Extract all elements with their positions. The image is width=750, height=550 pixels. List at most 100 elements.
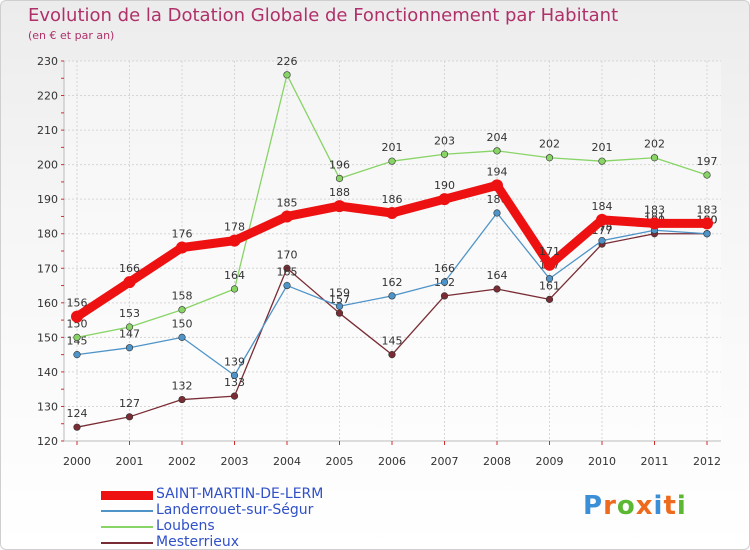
data-point	[71, 310, 83, 323]
legend-item: SAINT-MARTIN-DE-LERM	[101, 486, 361, 503]
data-label: 190	[434, 179, 455, 192]
data-point	[493, 209, 501, 217]
x-tick-label: 2004	[273, 455, 301, 468]
data-label: 183	[644, 203, 665, 216]
data-point	[701, 217, 713, 230]
data-point	[648, 217, 661, 230]
data-point	[543, 258, 556, 271]
data-label: 226	[277, 55, 298, 68]
y-tick-label: 180	[37, 228, 58, 241]
data-label: 150	[67, 317, 88, 330]
data-point	[440, 150, 449, 158]
data-label: 164	[487, 269, 508, 282]
y-tick-label: 220	[37, 90, 58, 103]
y-tick-label: 190	[37, 193, 58, 206]
data-label: 203	[434, 134, 455, 147]
data-label: 153	[119, 307, 140, 320]
data-point	[230, 285, 239, 293]
proxiti-logo: Proxiti	[583, 491, 687, 521]
data-point	[703, 230, 711, 238]
x-tick-label: 2008	[483, 455, 511, 468]
data-point	[598, 157, 606, 165]
data-point	[283, 281, 291, 290]
legend-label: Mesterrieux	[156, 534, 240, 550]
x-tick-label: 2002	[168, 455, 196, 468]
data-point	[281, 210, 293, 223]
data-label: 147	[119, 328, 140, 341]
x-tick-label: 2001	[116, 455, 144, 468]
data-label: 156	[67, 297, 88, 310]
data-point	[230, 392, 239, 400]
x-tick-label: 2009	[536, 455, 564, 468]
data-point	[73, 333, 81, 341]
data-label: 145	[382, 335, 403, 348]
data-label: 178	[224, 221, 245, 234]
data-point	[176, 241, 188, 254]
x-tick-label: 2006	[378, 455, 406, 468]
data-point	[125, 323, 134, 331]
data-label: 161	[539, 279, 560, 292]
data-point	[73, 351, 81, 359]
x-tick-label: 2010	[588, 455, 616, 468]
data-label: 159	[329, 286, 350, 299]
legend-swatch	[101, 526, 153, 528]
data-point	[178, 333, 186, 341]
data-point	[228, 234, 241, 247]
data-label: 124	[67, 407, 88, 420]
chart-title: Evolution de la Dotation Globale de Fonc…	[28, 5, 619, 26]
data-point	[125, 344, 134, 352]
data-point	[493, 285, 501, 293]
data-label: 132	[172, 380, 193, 393]
y-tick-label: 230	[37, 55, 58, 68]
chart-subtitle: (en € et par an)	[28, 29, 115, 42]
data-point	[703, 171, 711, 179]
data-label: 170	[277, 248, 298, 261]
legend-item: Landerrouet-sur-Ségur	[101, 502, 361, 519]
data-label: 183	[697, 203, 718, 216]
data-point	[545, 154, 554, 162]
legend-swatch	[101, 510, 153, 512]
data-label: 196	[329, 158, 350, 171]
legend-item: Mesterrieux	[101, 534, 361, 550]
data-label: 157	[329, 293, 350, 306]
data-label: 171	[539, 245, 560, 258]
data-label: 201	[592, 141, 613, 154]
data-point	[125, 413, 134, 421]
data-point	[178, 306, 186, 314]
x-tick-label: 2011	[641, 455, 669, 468]
data-label: 194	[487, 165, 508, 178]
data-label: 139	[224, 355, 245, 368]
y-tick-label: 170	[37, 262, 58, 275]
y-tick-label: 120	[37, 435, 58, 448]
data-label: 202	[644, 138, 665, 151]
legend-label: Landerrouet-sur-Ségur	[156, 502, 314, 518]
data-label: 184	[592, 200, 613, 213]
x-tick-label: 2000	[63, 455, 91, 468]
data-point	[178, 395, 186, 404]
data-point	[335, 309, 344, 317]
data-label: 145	[67, 335, 88, 348]
data-label: 202	[539, 138, 560, 151]
data-point	[493, 147, 501, 155]
data-point	[73, 423, 81, 431]
y-tick-label: 140	[37, 366, 58, 379]
data-label: 186	[382, 193, 403, 206]
data-label: 165	[277, 266, 298, 279]
x-tick-label: 2007	[431, 455, 459, 468]
data-label: 127	[119, 397, 140, 410]
data-point	[283, 71, 291, 79]
data-point	[545, 295, 554, 303]
data-point	[335, 174, 344, 183]
x-tick-label: 2012	[693, 455, 721, 468]
y-tick-label: 130	[37, 400, 58, 413]
y-tick-label: 150	[37, 331, 58, 344]
data-label: 176	[172, 228, 193, 241]
data-point	[123, 276, 136, 289]
data-point	[650, 154, 659, 162]
legend-label: Loubens	[156, 518, 215, 534]
x-tick-label: 2003	[221, 455, 249, 468]
data-label: 197	[697, 155, 718, 168]
data-label: 166	[434, 262, 455, 275]
